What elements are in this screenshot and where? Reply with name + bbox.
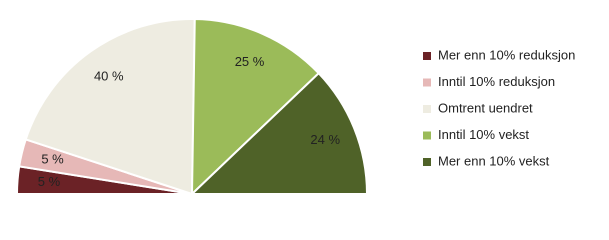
legend-label: Inntil 10% vekst [438,127,529,142]
legend-swatch [423,105,431,113]
legend-swatch [423,52,431,60]
legend-swatch [423,158,431,166]
data-label: 5 % [38,174,61,189]
pie-slice [190,18,321,197]
data-label: 5 % [41,152,64,167]
chart: 5 % 5 % 40 % 25 % 24 % Mer enn 10% reduksjon I… [17,18,576,197]
legend-label: Omtrent uendret [438,100,533,115]
legend-swatch [423,131,431,140]
legend-label: Inntil 10% reduksjon [438,74,555,89]
data-label: 25 % [235,54,265,69]
pie-slice [189,71,369,195]
legend-swatch [423,78,431,87]
data-label: 24 % [310,132,340,147]
pie-slice [24,18,196,196]
legend-label: Mer enn 10% reduksjon [438,47,575,62]
data-label: 40 % [94,69,124,84]
legend-label: Mer enn 10% vekst [438,153,550,168]
